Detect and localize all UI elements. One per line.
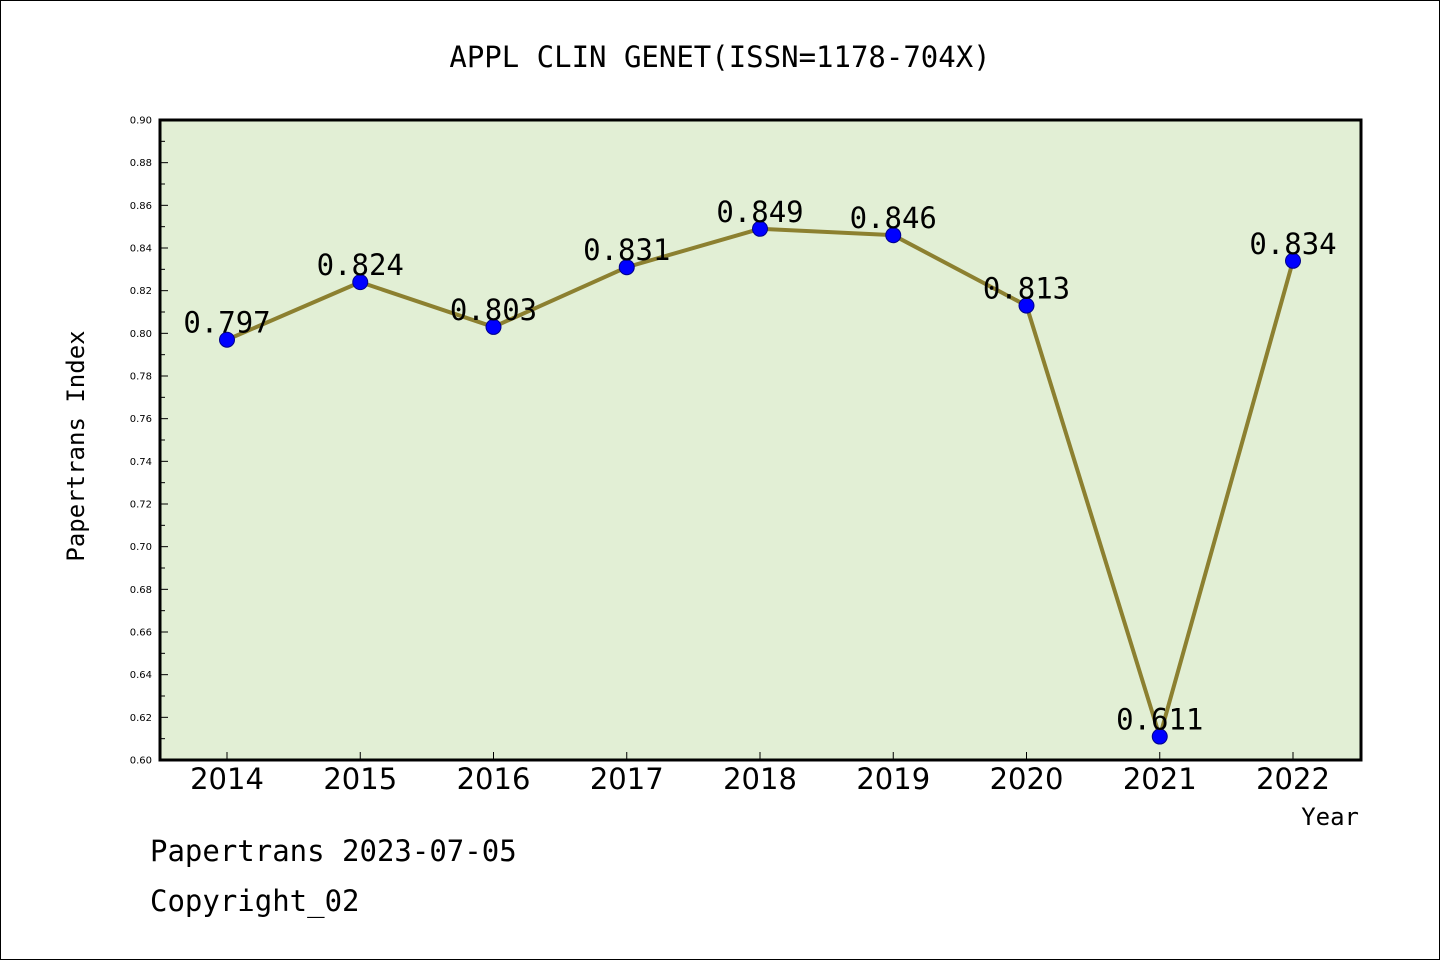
x-tick-label: 2015 (323, 762, 397, 796)
y-tick-label: 0.82 (130, 286, 152, 297)
y-tick-label: 0.62 (130, 713, 152, 724)
y-tick-label: 0.72 (130, 500, 152, 511)
x-tick-label: 2014 (190, 762, 264, 796)
y-tick-label: 0.76 (130, 414, 152, 425)
y-tick-label: 0.84 (130, 244, 152, 255)
data-label: 0.834 (1249, 227, 1336, 261)
data-point (352, 274, 369, 291)
x-tick-label: 2020 (990, 762, 1064, 796)
x-tick-label: 2021 (1123, 762, 1197, 796)
y-tick-label: 0.86 (130, 201, 152, 212)
data-label: 0.849 (716, 195, 803, 229)
x-tick-label: 2019 (856, 762, 930, 796)
data-label: 0.824 (317, 248, 404, 282)
data-point (1285, 252, 1301, 269)
data-label: 0.846 (850, 201, 937, 235)
y-axis: 0.60 0.62 0.64 0.66 0.68 0.70 0.72 0.74 0.76 0.78… (130, 116, 168, 767)
data-point (752, 220, 768, 237)
y-axis-label: Papertrans Index (62, 330, 90, 561)
x-axis-label: Year (1301, 803, 1359, 831)
x-tick-label: 2018 (723, 762, 797, 796)
y-tick-label: 0.70 (130, 542, 152, 553)
data-point (485, 318, 502, 335)
data-point (885, 227, 902, 244)
y-tick-label: 0.74 (130, 457, 152, 468)
y-tick-label: 0.64 (130, 670, 152, 681)
data-label: 0.813 (983, 272, 1070, 306)
y-tick-label: 0.80 (130, 329, 152, 340)
data-labels: 0.797 0.824 0.803 0.831 0.849 0.846 0.813 0.611… (183, 195, 1336, 737)
footer-date: Papertrans 2023-07-05 (150, 834, 517, 868)
x-tick-label: 2022 (1256, 762, 1330, 796)
x-axis: 2014 2015 2016 2017 2018 2019 2020 2021 2022 (190, 752, 1330, 796)
data-points (219, 220, 1301, 745)
data-label: 0.797 (183, 306, 270, 340)
y-tick-label: 0.90 (130, 116, 152, 127)
y-tick-label: 0.88 (130, 158, 152, 169)
chart-title: APPL CLIN GENET(ISSN=1178-704X) (449, 40, 990, 74)
y-tick-label: 0.68 (130, 585, 152, 596)
footer-copyright: Copyright_02 (150, 884, 360, 918)
data-point (618, 259, 635, 276)
data-point (1151, 728, 1168, 745)
data-point (219, 331, 235, 348)
y-tick-label: 0.78 (130, 372, 152, 383)
y-tick-label: 0.60 (130, 756, 152, 767)
y-tick-label: 0.66 (130, 628, 152, 639)
x-tick-label: 2016 (457, 762, 531, 796)
data-label: 0.831 (583, 233, 670, 267)
data-label: 0.611 (1116, 703, 1203, 737)
x-tick-label: 2017 (590, 762, 664, 796)
data-label: 0.803 (450, 293, 537, 327)
data-point (1018, 297, 1035, 314)
